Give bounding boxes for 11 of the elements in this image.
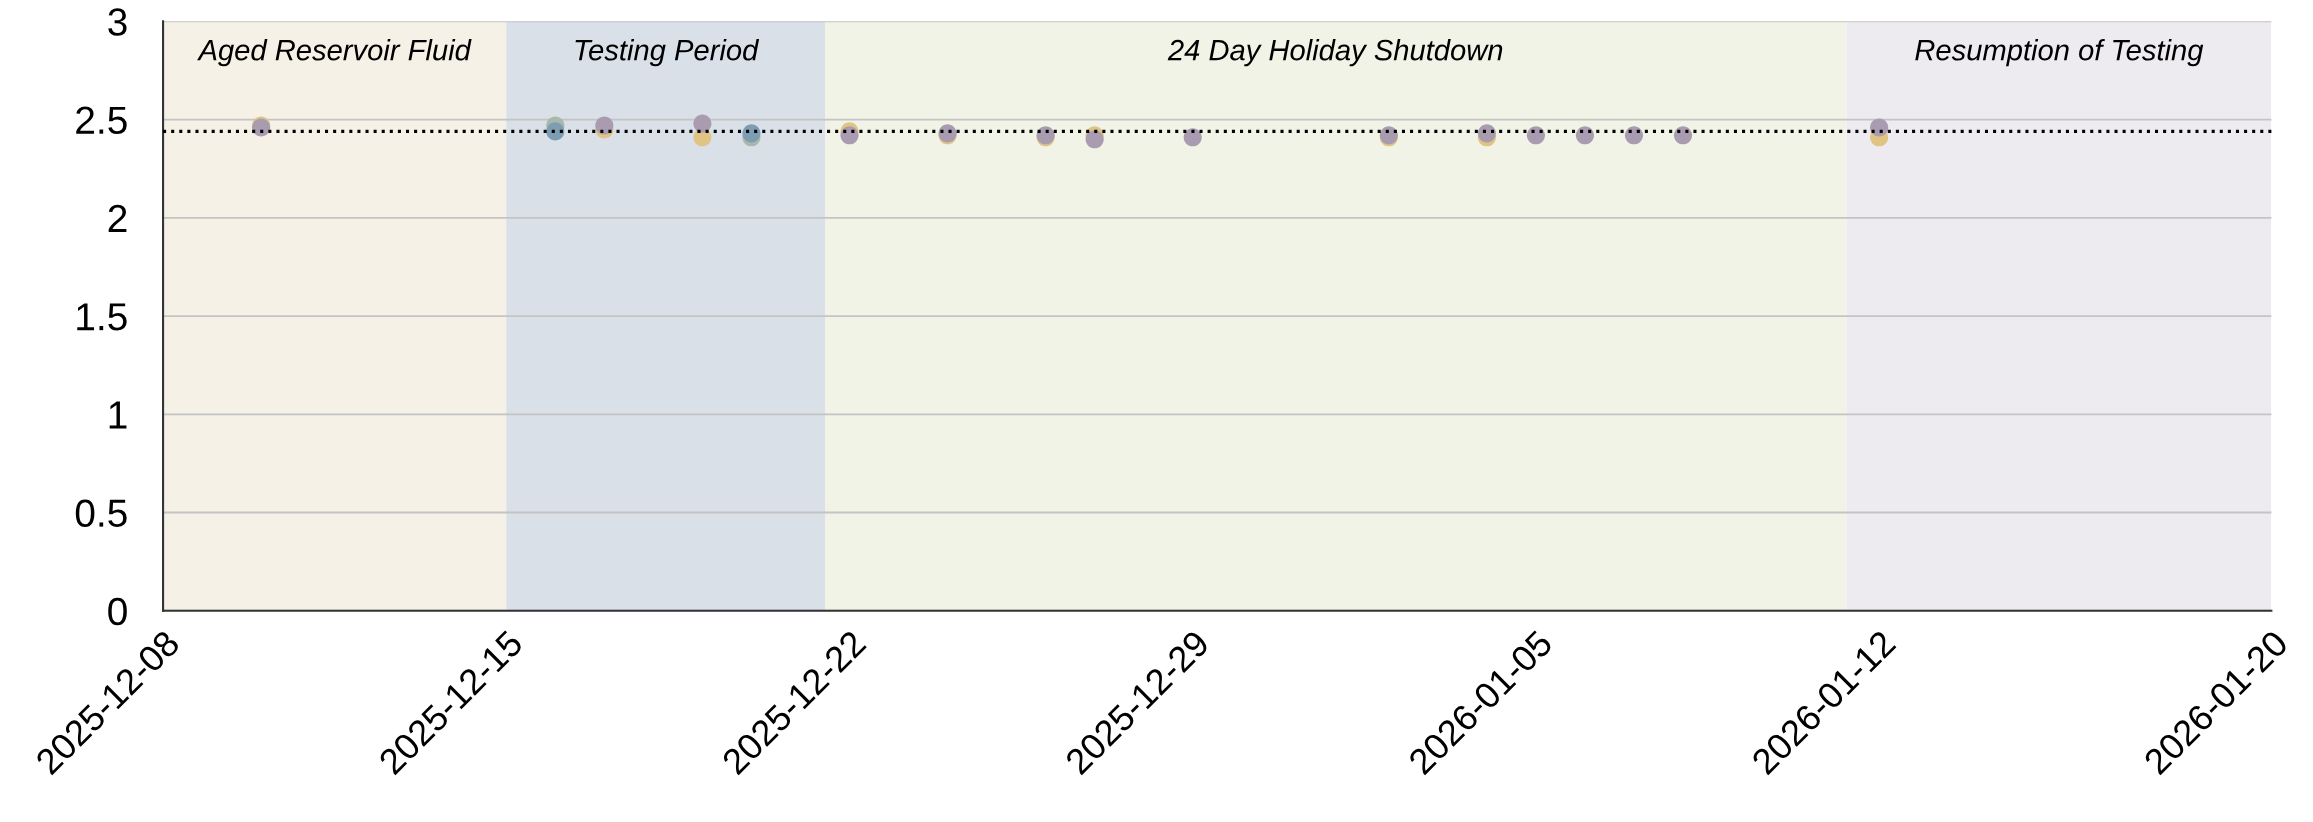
- y-tick-label: 0.5: [75, 499, 127, 527]
- y-tick-label: 2.5: [76, 106, 127, 135]
- y-tick-label: 1.5: [77, 303, 127, 331]
- y-tick-label: 3: [108, 8, 127, 36]
- band-label: Resumption of Testing: [1915, 39, 2204, 67]
- y-tick-label: 2: [108, 204, 127, 232]
- y-tick-label: 1: [109, 401, 127, 429]
- y-tick-label: 0: [108, 597, 127, 626]
- band-label: 24 Day Holiday Shutdown: [1167, 39, 1503, 67]
- band-label: Testing Period: [575, 39, 760, 67]
- band-label: Aged Reservoir Fluid: [197, 39, 472, 67]
